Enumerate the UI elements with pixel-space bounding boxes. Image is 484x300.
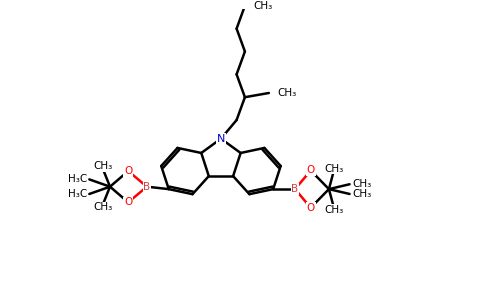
- Text: CH₃: CH₃: [352, 189, 371, 199]
- Text: CH₃: CH₃: [253, 1, 272, 11]
- Text: H₃C: H₃C: [68, 189, 87, 199]
- Text: CH₃: CH₃: [277, 88, 297, 98]
- Text: B: B: [291, 184, 299, 194]
- Text: H₃C: H₃C: [68, 174, 87, 184]
- Text: B: B: [143, 182, 151, 192]
- Text: N: N: [217, 134, 225, 144]
- Text: O: O: [124, 197, 132, 207]
- Text: O: O: [306, 166, 315, 176]
- Text: CH₃: CH₃: [324, 164, 344, 173]
- Text: O: O: [306, 203, 315, 213]
- Text: CH₃: CH₃: [352, 179, 371, 189]
- Text: O: O: [124, 166, 132, 176]
- Text: CH₃: CH₃: [93, 161, 112, 171]
- Text: CH₃: CH₃: [324, 205, 344, 215]
- Text: CH₃: CH₃: [93, 202, 112, 212]
